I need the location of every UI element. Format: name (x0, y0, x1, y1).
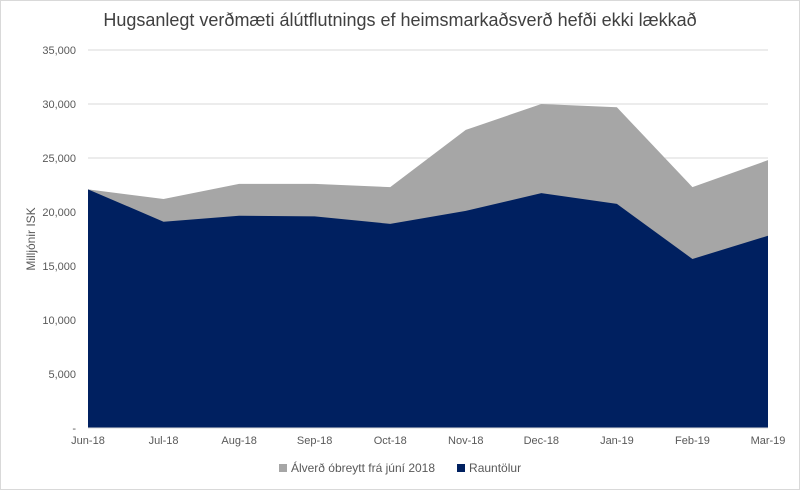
legend-swatch-gray (278, 464, 287, 472)
y-axis-label: Milljónir ISK (24, 207, 38, 270)
x-tick-label: Feb-19 (675, 435, 710, 447)
legend-item-counterfactual: Álverð óbreytt frá júní 2018 (278, 461, 436, 475)
y-tick-label: 25,000 (42, 153, 76, 165)
y-tick-label: 20,000 (42, 207, 76, 219)
y-tick-label: 30,000 (42, 99, 76, 111)
legend-label: Rauntölur (469, 461, 522, 475)
x-tick-label: Jul-18 (149, 435, 179, 447)
legend-swatch-navy (457, 464, 466, 472)
x-tick-label: Jan-19 (600, 435, 634, 447)
x-tick-label: Sep-18 (297, 435, 332, 447)
chart-title: Hugsanlegt verðmæti álútflutnings ef hei… (103, 10, 697, 30)
x-tick-label: Nov-18 (448, 435, 483, 447)
area-series-actual (88, 189, 768, 428)
legend-item-actual: Rauntölur (457, 461, 521, 475)
y-tick-label: 15,000 (42, 261, 76, 273)
y-tick-label: 5,000 (48, 369, 76, 381)
y-tick-label: 35,000 (42, 45, 76, 57)
x-tick-label: Dec-18 (524, 435, 559, 447)
x-tick-label: Oct-18 (374, 435, 407, 447)
legend-label: Álverð óbreytt frá júní 2018 (290, 461, 436, 475)
y-tick-label: - (72, 423, 76, 435)
x-tick-label: Mar-19 (751, 435, 786, 447)
chart-legend: Álverð óbreytt frá júní 2018 Rauntölur (0, 461, 800, 475)
y-tick-label: 10,000 (42, 315, 76, 327)
x-tick-label: Aug-18 (221, 435, 256, 447)
x-tick-label: Jun-18 (71, 435, 105, 447)
